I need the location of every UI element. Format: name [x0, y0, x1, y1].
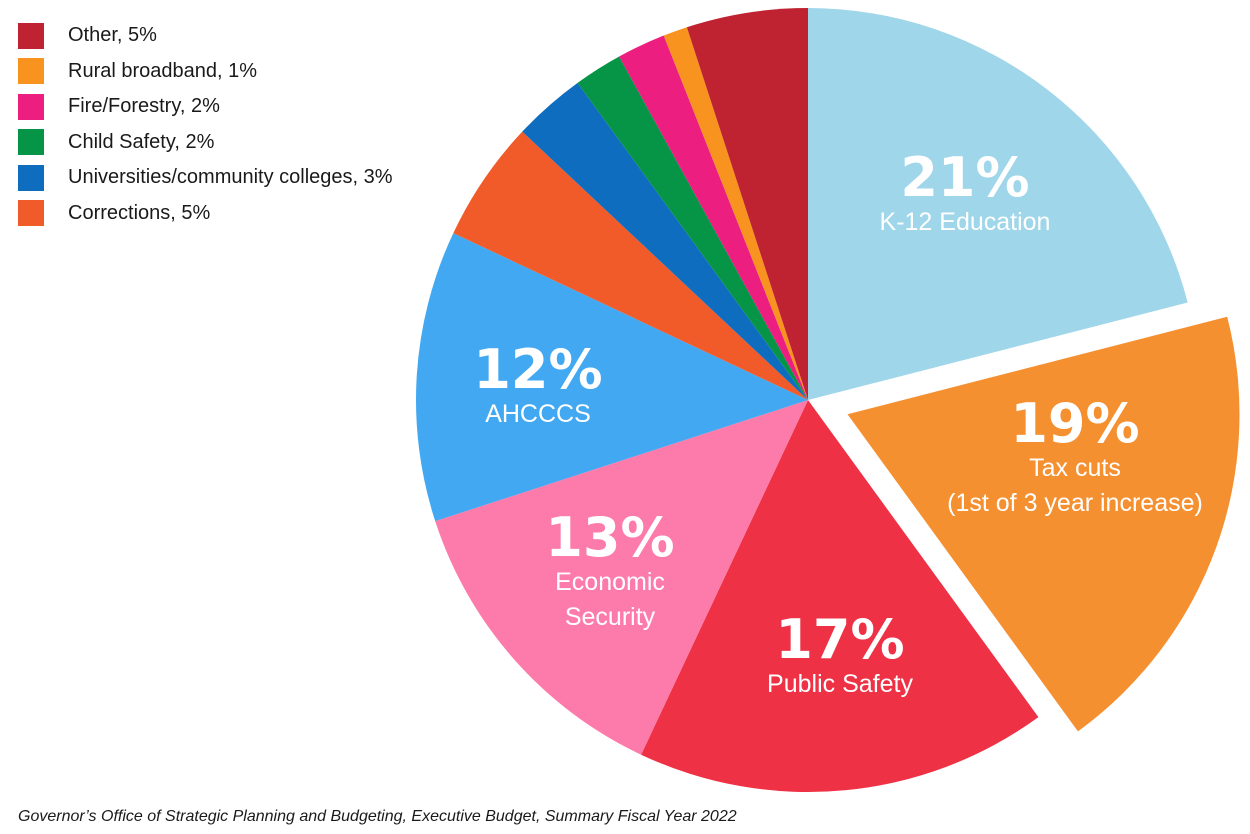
pie-slice-k-12-education [808, 8, 1188, 400]
slice-percent-label: 19% [1010, 392, 1139, 455]
pie-slice-universities-community-colleges [522, 82, 808, 401]
slice-category-label: Security [565, 603, 656, 631]
pie-slice-economic-security [435, 400, 808, 755]
slice-category-label: AHCCCS [485, 400, 591, 428]
slice-category-label: Economic [555, 568, 665, 596]
legend-label: Corrections, 5% [68, 201, 211, 224]
legend-swatch [18, 164, 44, 191]
legend-swatch [18, 22, 44, 49]
slice-percent-label: 13% [545, 506, 674, 569]
slice-category-label: Tax cuts [1029, 454, 1121, 482]
pie-slice-ahcccs [416, 233, 808, 522]
legend-item: Rural broadband, 1% [18, 54, 393, 90]
pie-slice-rural-broadband [663, 27, 808, 400]
legend-swatch [18, 58, 44, 85]
slice-category-label: (1st of 3 year increase) [947, 489, 1203, 517]
slice-category-label: Public Safety [767, 670, 913, 698]
slice-percent-label: 12% [473, 338, 602, 401]
pie-slice-child-safety [577, 56, 808, 401]
source-note: Governor’s Office of Strategic Planning … [18, 808, 737, 825]
legend-label: Child Safety, 2% [68, 130, 215, 153]
legend-item: Universities/community colleges, 3% [18, 160, 393, 196]
legend-swatch [18, 200, 44, 227]
legend-item: Child Safety, 2% [18, 125, 393, 161]
legend-label: Fire/Forestry, 2% [68, 95, 220, 118]
pie-slice-tax-cuts-1st-of-3-year-increase [847, 316, 1240, 732]
slice-percent-label: 21% [900, 146, 1029, 209]
legend-item: Fire/Forestry, 2% [18, 89, 393, 125]
legend-swatch [18, 93, 44, 120]
pie-slice-public-safety [641, 400, 1039, 792]
legend: Other, 5% Rural broadband, 1% Fire/Fores… [18, 18, 393, 231]
legend-item: Corrections, 5% [18, 196, 393, 232]
slice-category-label: K-12 Education [880, 208, 1051, 236]
legend-item: Other, 5% [18, 18, 393, 54]
pie-slice-corrections [453, 131, 808, 400]
legend-label: Universities/community colleges, 3% [68, 166, 393, 189]
pie-slice-other [686, 8, 808, 400]
legend-label: Rural broadband, 1% [68, 59, 258, 82]
slice-percent-label: 17% [775, 608, 904, 671]
legend-label: Other, 5% [68, 24, 157, 47]
legend-swatch [18, 129, 44, 156]
pie-slice-fire-forestry [619, 35, 808, 400]
